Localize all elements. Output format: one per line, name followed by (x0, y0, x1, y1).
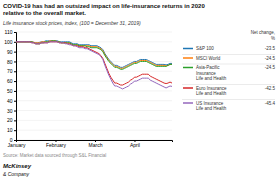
y-tick-label: 40 (7, 98, 13, 104)
y-tick-label: 10 (7, 127, 13, 133)
y-axis: 0102030405060708090100110 (4, 29, 16, 143)
y-tick: 40 (7, 98, 16, 104)
y-tick-label: 20 (7, 117, 13, 123)
legend-label: S&P 100 (196, 46, 214, 51)
y-tick-label: 110 (5, 29, 13, 35)
legend-value: -42.5 (265, 86, 276, 91)
chart: COVID-19 has had an outsized impact on l… (0, 0, 279, 181)
y-tick-mark (14, 71, 16, 72)
series-line (16, 41, 172, 68)
x-tick-label: April (130, 142, 140, 148)
x-tick-label: February (46, 142, 67, 148)
x-tick: April (130, 140, 140, 148)
legend-value: -24.5 (265, 56, 276, 61)
x-tick-label: January (8, 142, 26, 148)
x-axis: January February March April (8, 140, 173, 148)
y-tick-mark (14, 130, 16, 131)
lines (16, 41, 172, 89)
y-tick-mark (14, 81, 16, 82)
y-tick-label: 60 (7, 78, 13, 84)
y-tick-mark (14, 140, 16, 141)
y-tick: 50 (7, 88, 16, 94)
x-tick: January (8, 140, 26, 148)
x-tick: February (46, 140, 67, 148)
y-tick: 80 (7, 59, 16, 65)
legend-label: US InsuranceLife and Health (196, 101, 227, 112)
legend: Net change,% S&P 100 -23.5 MSCI World -24.5 A… (182, 30, 275, 111)
y-tick-label: 90 (7, 49, 13, 55)
y-tick: 110 (5, 29, 16, 35)
logo: & Company (3, 171, 30, 177)
legend-value: -24.5 (265, 65, 276, 70)
y-tick-mark (14, 111, 16, 112)
y-tick-mark (14, 61, 16, 62)
y-tick: 70 (7, 68, 16, 74)
y-axis-line (14, 33, 17, 141)
y-tick-mark (14, 32, 16, 33)
grid-line (16, 110, 172, 111)
y-tick-label: 50 (7, 88, 13, 94)
source: Source: Market data sourced through S&L … (3, 153, 106, 158)
series-line (16, 41, 172, 69)
legend-swatch (183, 48, 193, 50)
y-tick: 90 (7, 49, 16, 55)
legend-label: Euro InsuranceLife and Health (196, 86, 227, 97)
y-tick: 100 (4, 39, 16, 45)
legend-swatch (183, 57, 193, 59)
legend-swatch (183, 102, 193, 104)
y-tick-mark (14, 91, 16, 92)
y-tick: 10 (7, 127, 16, 133)
legend-header: Net change,% (251, 30, 275, 41)
y-tick-label: 30 (7, 108, 13, 114)
grid-line (16, 130, 172, 131)
grid-line (16, 71, 172, 72)
legend-value: -23.5 (265, 46, 276, 51)
title: COVID-19 has had an outsized impact on l… (3, 3, 205, 16)
y-tick: 30 (7, 108, 16, 114)
series-line (16, 42, 172, 89)
y-tick: 20 (7, 117, 16, 123)
grid-line (16, 32, 172, 33)
x-tick-label: March (89, 142, 103, 148)
legend-value: -45.4 (265, 101, 276, 106)
plot: 0102030405060708090100110JanuaryFebruary… (4, 29, 172, 148)
legend-swatch (183, 67, 193, 69)
subtitle: Life insurance stock prices, index, (100… (3, 20, 141, 26)
grid-line (16, 120, 172, 121)
y-tick-label: 70 (7, 68, 13, 74)
y-tick-mark (14, 52, 16, 53)
y-tick-mark (14, 101, 16, 102)
logo: McKinsey (3, 163, 32, 169)
y-tick-mark (14, 120, 16, 121)
y-tick-mark (14, 42, 16, 43)
legend-label: MSCI World (196, 56, 221, 61)
series-line (16, 41, 172, 68)
grid-line (16, 100, 172, 101)
grid-line (16, 81, 172, 82)
legend-label: Asia-PacificInsuranceLife and Health (196, 65, 227, 81)
grid-line (16, 90, 172, 91)
y-tick-label: 80 (7, 59, 13, 65)
legend-swatch (183, 87, 193, 89)
y-tick: 60 (7, 78, 16, 84)
y-tick-label: 100 (4, 39, 13, 45)
grid (16, 32, 172, 140)
x-tick: March (89, 140, 103, 148)
